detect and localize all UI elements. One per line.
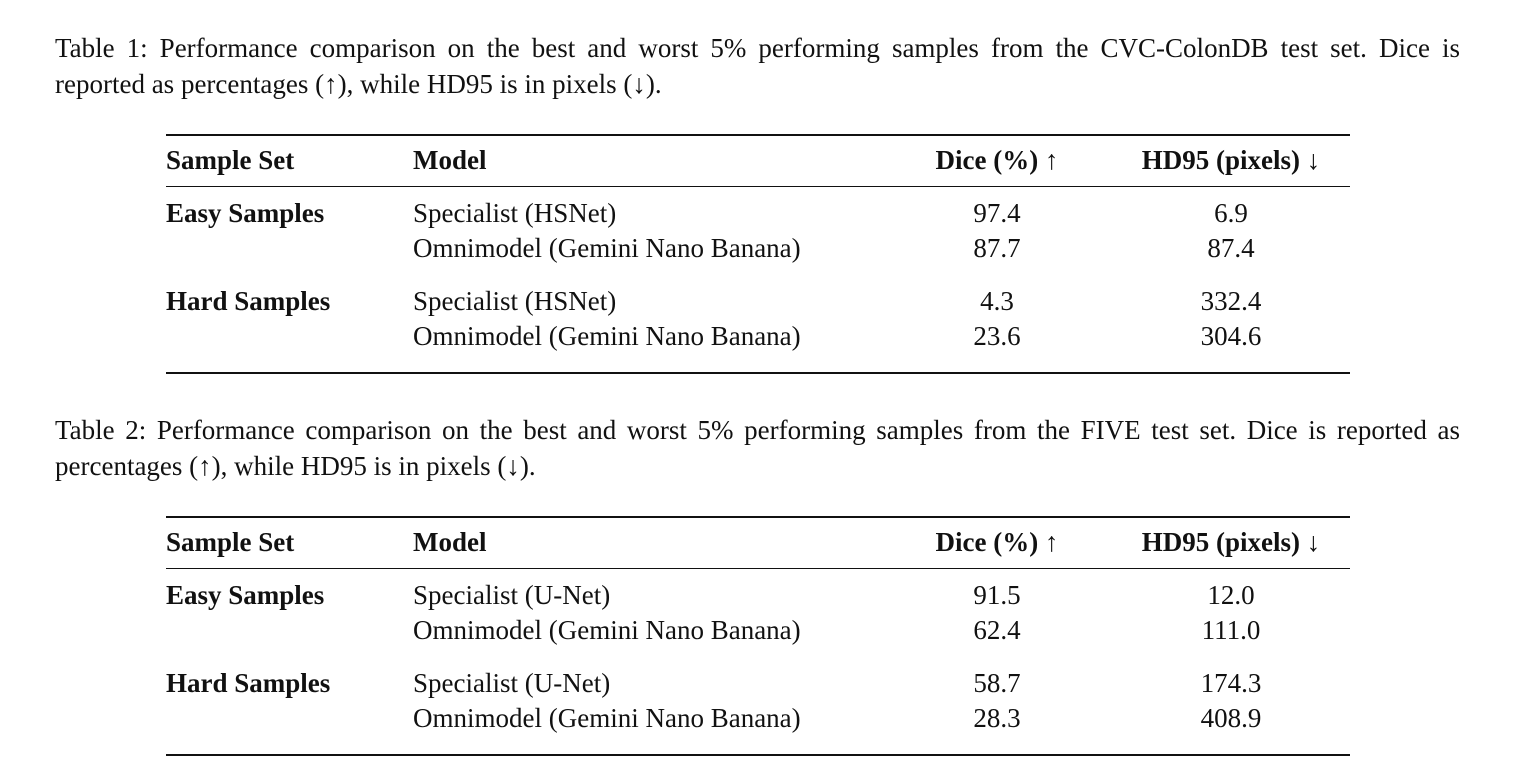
column-header: HD95 (pixels) ↓: [1141, 527, 1321, 557]
column-header: Sample Set: [166, 527, 295, 557]
metric-value: 332.4: [1200, 286, 1262, 316]
model-name: Specialist (HSNet): [413, 286, 617, 316]
metric-value: 12.0: [1207, 580, 1255, 610]
column-header: Sample Set: [166, 145, 295, 175]
column-header: HD95 (pixels) ↓: [1141, 145, 1321, 175]
group-label: Hard Samples: [166, 668, 331, 698]
metric-value: 304.6: [1200, 321, 1262, 351]
bottom-rule: [166, 754, 1350, 756]
mid-rule: [166, 568, 1350, 569]
table-caption: Table 1: Performance comparison on the b…: [55, 33, 1460, 99]
model-name: Omnimodel (Gemini Nano Banana): [413, 233, 801, 263]
metric-value: 28.3: [973, 703, 1021, 733]
model-name: Omnimodel (Gemini Nano Banana): [413, 321, 801, 351]
column-header: Dice (%) ↑: [935, 145, 1059, 175]
model-name: Omnimodel (Gemini Nano Banana): [413, 703, 801, 733]
metric-value: 23.6: [973, 321, 1021, 351]
group-label: Easy Samples: [166, 198, 325, 228]
model-name: Specialist (U-Net): [413, 580, 611, 610]
metric-value: 408.9: [1200, 703, 1262, 733]
column-header: Dice (%) ↑: [935, 527, 1059, 557]
metric-value: 6.9: [1214, 198, 1248, 228]
metric-value: 87.7: [973, 233, 1021, 263]
metric-value: 174.3: [1200, 668, 1262, 698]
model-name: Specialist (HSNet): [413, 198, 617, 228]
bottom-rule: [166, 372, 1350, 374]
top-rule: [166, 134, 1350, 136]
metric-value: 87.4: [1207, 233, 1255, 263]
metric-value: 111.0: [1201, 615, 1261, 645]
model-name: Omnimodel (Gemini Nano Banana): [413, 615, 801, 645]
metric-value: 4.3: [980, 286, 1014, 316]
metric-value: 58.7: [973, 668, 1021, 698]
group-label: Hard Samples: [166, 286, 331, 316]
mid-rule: [166, 186, 1350, 187]
metric-value: 91.5: [973, 580, 1021, 610]
top-rule: [166, 516, 1350, 518]
group-label: Easy Samples: [166, 580, 325, 610]
column-header: Model: [413, 145, 487, 175]
metric-value: 97.4: [973, 198, 1021, 228]
table-caption: Table 2: Performance comparison on the b…: [55, 415, 1460, 481]
metric-value: 62.4: [973, 615, 1021, 645]
column-header: Model: [413, 527, 487, 557]
model-name: Specialist (U-Net): [413, 668, 611, 698]
